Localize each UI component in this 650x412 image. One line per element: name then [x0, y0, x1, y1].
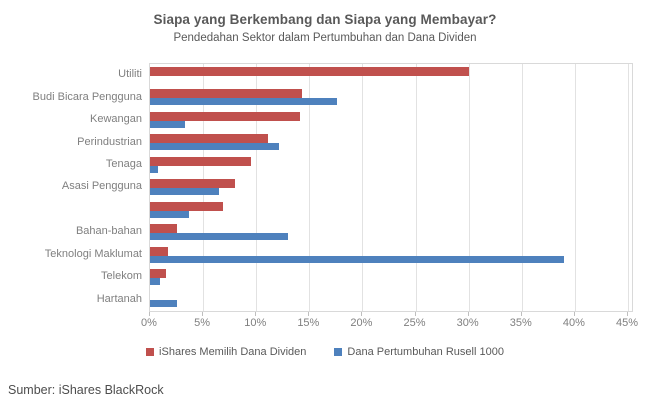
bar-group [150, 154, 632, 176]
legend-item: iShares Memilih Dana Dividen [146, 346, 306, 358]
bar [150, 120, 186, 128]
category-label: Telekom [101, 270, 142, 283]
tick-label: 25% [403, 317, 426, 329]
category-label: Hartanah [96, 292, 142, 305]
chart-legend: iShares Memilih Dana Dividen Dana Pertumb… [0, 346, 650, 358]
tick-label: 30% [456, 317, 479, 329]
legend-item: Dana Pertumbuhan Rusell 1000 [334, 346, 504, 358]
tick-mark [520, 312, 522, 316]
bar [150, 233, 289, 241]
bar [150, 67, 469, 76]
gridline-40 [574, 64, 576, 311]
bar [150, 98, 337, 106]
gridline-30 [468, 64, 470, 311]
bar-group [150, 288, 632, 310]
bar-groups [150, 64, 632, 311]
plot-area [149, 63, 633, 312]
source-note: Sumber: iShares BlackRock [8, 383, 164, 397]
x-axis-ticks: 0% 5% 10% 15% 20% 25% 30% 35% 40% 45% [141, 312, 638, 330]
legend-label: iShares Memilih Dana Dividen [159, 346, 307, 358]
bar-group [150, 86, 632, 108]
gridline-25 [415, 64, 417, 311]
tick-mark [255, 312, 257, 316]
tick-mark [573, 312, 575, 316]
category-label: Budi Bicara Pengguna [32, 90, 142, 103]
category-label: Utiliti [118, 68, 142, 81]
gridline-35 [521, 64, 523, 311]
tick-mark [627, 312, 628, 316]
bar [150, 277, 160, 285]
bar [150, 134, 268, 144]
tick-label: 35% [509, 317, 532, 329]
bar-group [150, 221, 632, 243]
legend-label: Dana Pertumbuhan Rusell 1000 [347, 346, 504, 358]
bar-group [150, 199, 632, 221]
bar [150, 143, 279, 151]
bar [150, 111, 300, 121]
category-label: Kewangan [90, 113, 142, 126]
bar-group [150, 109, 632, 131]
tick-mark [149, 312, 150, 316]
bar [150, 210, 190, 218]
bar [150, 255, 565, 263]
gridline-45 [628, 64, 629, 311]
tick-label: 15% [297, 317, 320, 329]
category-label: Teknologi Maklumat [44, 247, 142, 260]
tick-label: 10% [244, 317, 267, 329]
chart-title: Siapa yang Berkembang dan Siapa yang Mem… [153, 12, 497, 27]
tick-label: 40% [562, 317, 585, 329]
bar [150, 188, 220, 196]
tick-mark [308, 312, 310, 316]
bar-group [150, 244, 632, 266]
bar [150, 201, 224, 211]
tick-mark [361, 312, 363, 316]
tick-mark [467, 312, 469, 316]
bar-group [150, 64, 632, 86]
bar [150, 300, 177, 308]
category-label: Perindustrian [77, 135, 142, 148]
tick-mark [202, 312, 204, 316]
chart-subtitle: Pendedahan Sektor dalam Pertumbuhan dan … [173, 32, 477, 44]
legend-swatch-icon [334, 348, 343, 356]
tick-mark [414, 312, 416, 316]
bar [150, 246, 169, 256]
bar [150, 156, 251, 166]
bar [150, 165, 159, 173]
bar-group [150, 176, 632, 198]
bar [150, 224, 177, 234]
gridline-20 [362, 64, 364, 311]
bar [150, 179, 235, 189]
category-label [8, 198, 149, 220]
bar-group [150, 131, 632, 153]
bar-chart: Utiliti Budi Bicara Pengguna Kewangan Perin… [8, 63, 638, 330]
bar [150, 268, 166, 278]
tick-label: 45% [615, 317, 639, 329]
tick-label: 20% [350, 317, 373, 329]
legend-swatch-icon [146, 348, 155, 356]
tick-label: 0% [141, 317, 157, 329]
gridline-15 [309, 64, 311, 311]
category-label: Bahan-bahan [75, 225, 142, 238]
tick-label: 5% [194, 317, 211, 329]
category-label: Tenaga [105, 157, 142, 170]
gridline-10 [256, 64, 258, 311]
category-axis: Utiliti Budi Bicara Pengguna Kewangan Perin… [8, 63, 149, 312]
bar-group [150, 266, 632, 288]
bar [150, 89, 302, 99]
category-label: Asasi Pengguna [61, 180, 142, 193]
